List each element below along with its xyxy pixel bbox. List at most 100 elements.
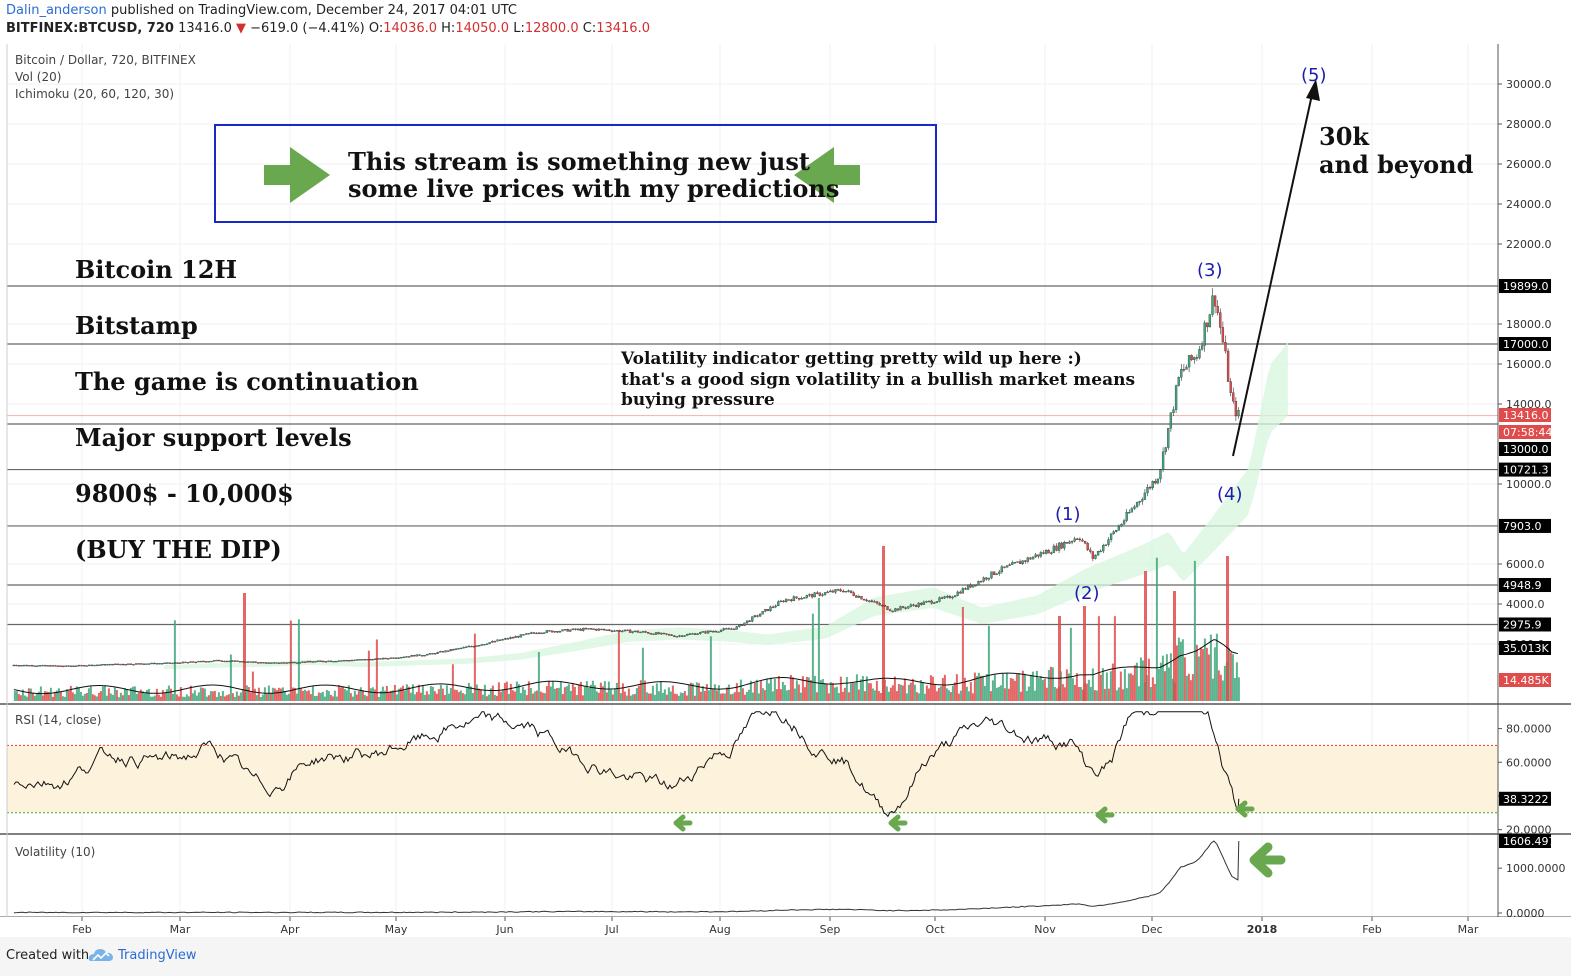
candle-body [623, 629, 627, 632]
volume-bar [1075, 673, 1078, 701]
volume-bar [147, 688, 150, 701]
volume-bar [447, 693, 450, 701]
candle-body [1156, 478, 1160, 484]
volume-bar [21, 689, 24, 701]
candle-body [215, 659, 218, 662]
volume-bar [737, 692, 740, 701]
volume-bar [799, 692, 802, 701]
candle-body [1200, 345, 1204, 350]
candle-body [114, 663, 117, 666]
author-link[interactable]: Dalin_anderson [6, 3, 107, 18]
price-level-label: 17000.0 [1503, 338, 1549, 351]
price-chart[interactable]: Bitcoin / Dollar, 720, BITFINEX Vol (20)… [0, 42, 1571, 937]
candle-body [857, 596, 861, 598]
candle-body [922, 601, 926, 605]
volume-bar [835, 686, 838, 701]
candle-body [1146, 487, 1149, 494]
time-axis[interactable]: Feb Mar Apr May Jun Jul Aug Sep Oct Nov Dec 2018 Feb… [0, 917, 1571, 937]
candle-body [896, 608, 900, 611]
volume-bar [539, 691, 542, 701]
volume-bar [569, 690, 572, 701]
rsi-line [13, 710, 1240, 818]
volume-bar [575, 694, 578, 701]
volume-bar [945, 688, 948, 701]
volume-bar [1115, 690, 1118, 701]
candle-body [800, 598, 803, 600]
candle-body [1047, 550, 1050, 554]
volume-bar [701, 686, 704, 701]
time-tick-label: Feb [72, 923, 91, 936]
volume-bar [425, 691, 428, 701]
candle-body [595, 628, 598, 631]
candle-body [288, 662, 291, 664]
tradingview-link[interactable]: TradingView [118, 948, 197, 963]
price-level-label-bg [1499, 617, 1551, 632]
candle-body [535, 632, 538, 635]
candle-body [844, 591, 848, 593]
banner-line-2: some live prices with my predictions [348, 174, 839, 203]
volume-bar [511, 690, 514, 701]
candle-body [761, 611, 764, 615]
volume-bar [1097, 616, 1100, 701]
volume-bar [1015, 674, 1018, 701]
volume-bar [49, 687, 52, 701]
price-level-label: 2975.9 [1503, 618, 1542, 631]
rsi-tick-label: 80.0000 [1506, 723, 1552, 736]
volume-bar [329, 694, 332, 701]
volume-bar [215, 696, 218, 701]
volume-bar [769, 677, 772, 701]
candle-body [54, 665, 57, 667]
volume-bar [765, 678, 768, 701]
volume-bar [353, 690, 356, 701]
volume-bar [307, 690, 310, 701]
volume-bar [1153, 684, 1156, 701]
candle-body [745, 620, 749, 624]
volume-bar [1235, 662, 1238, 701]
candle-body [1122, 520, 1126, 525]
volume-bar [645, 692, 648, 701]
volume-spike [882, 546, 885, 701]
volume-bar [169, 688, 172, 701]
candle-body [998, 571, 1001, 574]
candle-body [246, 661, 250, 663]
volume-bar [1041, 679, 1044, 701]
volume-bar [195, 695, 198, 701]
volume-legend: Vol (20) [15, 70, 61, 84]
volume-bar [257, 687, 260, 701]
candle-body [1083, 541, 1087, 544]
volume-bar [77, 687, 80, 701]
candle-body [514, 636, 517, 638]
volume-bar [651, 685, 654, 701]
volume-bar [483, 684, 486, 701]
ichimoku-legend: Ichimoku (20, 60, 120, 30) [15, 87, 174, 101]
volume-bar [989, 691, 992, 701]
volume-bar [891, 685, 894, 701]
candle-body [522, 634, 525, 636]
volume-bar [991, 680, 994, 701]
price-axis[interactable]: 30000.0 28000.0 26000.0 24000.0 22000.0 18000… [1498, 78, 1552, 651]
left-annotations: Bitcoin 12H Bitstamp The game is continu… [75, 255, 419, 564]
volume-bar [251, 671, 254, 701]
candle-body [740, 624, 744, 626]
volume-bar [65, 689, 68, 701]
volume-bar [513, 691, 516, 701]
volume-bar [681, 693, 684, 701]
time-tick-label: Apr [280, 923, 300, 936]
candle-body [621, 630, 624, 633]
volume-bar [109, 693, 112, 701]
volume-bar [237, 695, 240, 701]
volume-bar [239, 692, 242, 701]
candle-body [296, 662, 299, 664]
volume-bar [719, 693, 722, 701]
volume-ma-label: 35.013K [1503, 642, 1549, 655]
rsi-left-arrow-icon [1235, 800, 1255, 818]
candle-body [446, 650, 450, 652]
volume-bar [677, 695, 680, 701]
candle-body [735, 626, 738, 630]
volume-bar [477, 688, 480, 701]
volume-bar [1061, 684, 1064, 701]
volume-bar [35, 693, 38, 701]
volume-bar [465, 688, 468, 701]
candle-body [293, 661, 296, 664]
candle-body [600, 628, 603, 631]
